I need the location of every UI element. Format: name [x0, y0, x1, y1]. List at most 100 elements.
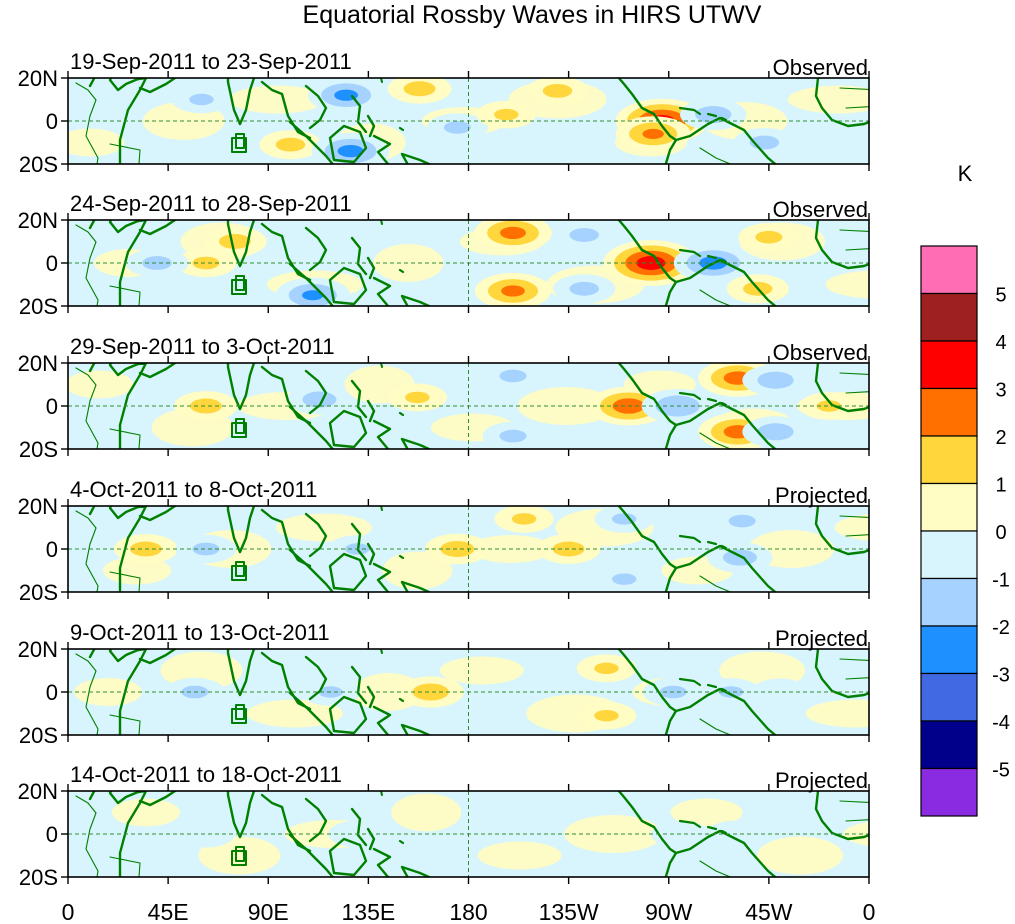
colorbar-level-label: -4 [992, 712, 1010, 734]
neutral-band [670, 798, 743, 827]
neutral-band [805, 699, 869, 728]
colorbar-swatch [920, 672, 978, 722]
positive-anomaly-contour [403, 81, 436, 97]
colorbar-level-label: -5 [992, 760, 1010, 782]
y-tick-label: 20N [18, 779, 58, 804]
positive-anomaly-contour [218, 234, 251, 249]
x-tick-label: 180 [449, 899, 487, 924]
panel-period-label: 9-Oct-2011 to 13-Oct-2011 [70, 620, 330, 645]
panel-period-label: 29-Sep-2011 to 3-Oct-2011 [70, 334, 335, 359]
y-tick-label: 20N [18, 351, 58, 376]
y-tick-label: 0 [46, 537, 58, 562]
negative-anomaly-contour [337, 144, 364, 158]
colorbar-swatch [920, 720, 978, 770]
map-panel: 20N 0 20S 4-Oct-2011 to 8-Oct-2011 Projected [18, 477, 870, 605]
positive-anomaly-contour [500, 226, 526, 240]
negative-anomaly-contour [176, 820, 235, 848]
colorbar-swatch [920, 387, 978, 437]
negative-anomaly-contour [751, 678, 809, 706]
y-tick-label: 0 [46, 251, 58, 276]
negative-anomaly-contour [757, 371, 794, 389]
panel-status-label: Projected [775, 626, 868, 651]
colorbar-level-label: 0 [995, 522, 1006, 544]
x-tick-label: 90W [645, 899, 693, 924]
neutral-band [439, 656, 524, 685]
y-tick-label: 20S [19, 294, 58, 319]
positive-anomaly-contour [816, 400, 842, 412]
negative-anomaly-contour [569, 228, 599, 242]
colorbar-swatch [920, 767, 978, 817]
colorbar-level-label: 5 [995, 285, 1006, 307]
y-tick-label: 0 [46, 109, 58, 134]
positive-anomaly-contour [542, 84, 573, 98]
colorbar-swatch [920, 435, 978, 485]
y-tick-label: 0 [46, 822, 58, 847]
y-tick-label: 20N [18, 66, 58, 91]
y-tick-label: 20S [19, 437, 58, 462]
negative-anomaly-contour [302, 290, 324, 301]
x-tick-label: 135W [539, 899, 599, 924]
colorbar-swatch [920, 245, 978, 295]
positive-anomaly-contour [412, 683, 449, 701]
colorbar-level-label: -3 [992, 665, 1010, 687]
panel-status-label: Projected [775, 483, 868, 508]
colorbar-swatch [920, 292, 978, 342]
y-tick-label: 20N [18, 637, 58, 662]
colorbar-level-label: -1 [992, 570, 1010, 592]
panel-period-label: 4-Oct-2011 to 8-Oct-2011 [70, 477, 317, 502]
positive-anomaly-contour [501, 285, 525, 297]
y-tick-label: 20S [19, 865, 58, 890]
neutral-band [477, 841, 562, 870]
negative-anomaly-contour [192, 542, 220, 556]
negative-anomaly-contour [302, 391, 337, 408]
neutral-band [787, 85, 869, 114]
y-tick-label: 20S [19, 580, 58, 605]
map-panel: 20N 0 20S 14-Oct-2011 to 18-Oct-2011 Project… [18, 762, 870, 890]
positive-anomaly-contour [190, 398, 222, 414]
negative-anomaly-contour [499, 429, 527, 443]
colorbar-swatch [920, 530, 978, 580]
chart-title: Equatorial Rossby Waves in HIRS UTWV [303, 1, 762, 29]
colorbar-level-label: 4 [995, 332, 1006, 354]
y-tick-label: 20N [18, 494, 58, 519]
colorbar-swatch [920, 340, 978, 390]
neutral-band [757, 836, 844, 875]
negative-anomaly-contour [569, 281, 599, 296]
y-tick-label: 0 [46, 394, 58, 419]
panel-period-label: 24-Sep-2011 to 28-Sep-2011 [70, 191, 352, 216]
map-panel: 20N 0 20S 19-Sep-2011 to 23-Sep-2011 Observe… [18, 49, 870, 177]
negative-anomaly-contour [142, 256, 172, 270]
panel-status-label: Observed [773, 340, 868, 365]
neutral-band [825, 270, 869, 299]
colorbar: 5 4 3 2 1 0 -1 -2 -3 -4 -5 [920, 245, 1010, 817]
negative-anomaly-contour [189, 93, 214, 106]
positive-anomaly-contour [440, 541, 475, 557]
positive-anomaly-contour [192, 256, 220, 270]
map-panel: 20N 0 20S 29-Sep-2011 to 3-Oct-2011 Observed [18, 334, 870, 462]
positive-anomaly-contour [494, 108, 519, 121]
panel-status-label: Observed [773, 197, 868, 222]
positive-anomaly-contour [594, 709, 619, 722]
negative-anomaly-contour [334, 89, 358, 101]
neutral-band [68, 370, 134, 399]
x-tick-label: 0 [863, 899, 876, 924]
colorbar-swatch [920, 482, 978, 532]
panel-period-label: 19-Sep-2011 to 23-Sep-2011 [70, 49, 352, 74]
negative-anomaly-contour [728, 514, 756, 528]
y-tick-label: 0 [46, 680, 58, 705]
neutral-band [373, 244, 444, 282]
positive-anomaly-contour [511, 513, 537, 525]
positive-anomaly-contour [642, 128, 664, 139]
x-axis: 0 45E 90E 135E 180 135W 90W 45W 0 [62, 899, 876, 924]
positive-anomaly-contour [405, 391, 430, 404]
y-tick-label: 20S [19, 152, 58, 177]
neutral-band [275, 513, 372, 542]
negative-anomaly-contour [757, 423, 794, 441]
colorbar-level-label: 2 [995, 427, 1006, 449]
positive-anomaly-contour [594, 662, 619, 675]
x-tick-label: 0 [62, 899, 75, 924]
colorbar-level-label: 3 [995, 380, 1006, 402]
x-tick-label: 45E [148, 899, 189, 924]
colorbar-swatch [920, 577, 978, 627]
neutral-band [382, 551, 453, 590]
